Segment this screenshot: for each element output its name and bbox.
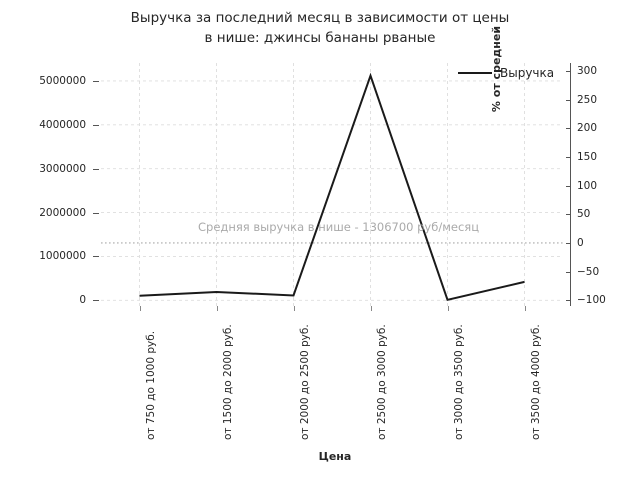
x-tick-mark <box>139 306 141 311</box>
x-tick-mark <box>370 306 372 311</box>
y-tick-mark-right <box>566 185 571 187</box>
y-tick-mark-left <box>93 80 99 82</box>
grid-lines <box>101 63 563 306</box>
legend-label-revenue: Выручка <box>500 66 555 80</box>
x-tick-mark <box>293 306 295 311</box>
y-tick-label-right: 250 <box>577 93 598 106</box>
y-tick-label-right: 50 <box>577 208 591 221</box>
y-tick-label-right: 0 <box>577 236 584 249</box>
x-tick-label: от 3000 до 3500 руб. <box>452 324 465 440</box>
y-tick-label-left: 4000000 <box>39 118 86 131</box>
y-tick-label-right: −100 <box>577 294 606 307</box>
y-tick-mark-left <box>93 212 99 214</box>
y-tick-label-right: 200 <box>577 122 598 135</box>
series-line-revenue <box>139 72 525 302</box>
y-tick-mark-left <box>93 256 99 258</box>
x-tick-label: от 750 до 1000 руб. <box>144 330 157 440</box>
y-tick-mark-left <box>93 300 99 302</box>
y-tick-label-right: 150 <box>577 150 598 163</box>
y-tick-mark-right <box>566 156 571 158</box>
y-tick-label-right: 100 <box>577 179 598 192</box>
x-tick-mark <box>524 306 526 311</box>
y-tick-mark-right <box>566 242 571 244</box>
y-tick-label-right: −50 <box>577 265 600 278</box>
mean-revenue-annotation: Средняя выручка в нише - 1306700 руб/мес… <box>198 220 480 234</box>
y-tick-label-right: 300 <box>577 65 598 78</box>
y-tick-label-left: 0 <box>79 294 86 307</box>
y-tick-label-left: 3000000 <box>39 162 86 175</box>
x-tick-label: от 2500 до 3000 руб. <box>375 324 388 440</box>
y-tick-mark-right <box>566 300 571 302</box>
x-tick-label: от 1500 до 2000 руб. <box>221 324 234 440</box>
legend-line-swatch <box>458 72 492 74</box>
y-tick-mark-right <box>566 128 571 130</box>
y-tick-label-left: 5000000 <box>39 74 86 87</box>
y-tick-mark-right <box>566 71 571 73</box>
y-tick-mark-right <box>566 271 571 273</box>
y-tick-mark-right <box>566 99 571 101</box>
right-axis-spine <box>570 63 572 306</box>
x-tick-mark <box>216 306 218 311</box>
y-tick-mark-left <box>93 168 99 170</box>
chart-title: Выручка за последний месяц в зависимости… <box>130 10 510 46</box>
y-tick-label-left: 1000000 <box>39 250 86 263</box>
x-axis-label: Цена <box>318 450 352 463</box>
x-tick-label: от 2000 до 2500 руб. <box>298 324 311 440</box>
y-tick-mark-left <box>93 124 99 126</box>
data-series-layer <box>139 72 525 302</box>
chart-legend: Выручка <box>458 66 554 80</box>
plot-area <box>101 63 563 306</box>
y-tick-label-left: 2000000 <box>39 206 86 219</box>
y-tick-mark-right <box>566 214 571 216</box>
x-tick-mark <box>447 306 449 311</box>
x-tick-label: от 3500 до 4000 руб. <box>529 324 542 440</box>
